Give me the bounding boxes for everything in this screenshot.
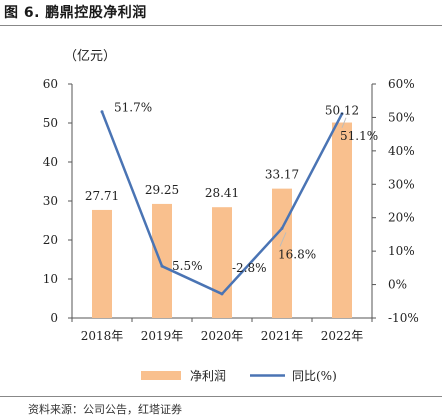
label-leader-line [279, 232, 287, 247]
bar-2022年 [332, 122, 352, 318]
y-left-tick-label: 20 [43, 233, 58, 247]
y-right-tick-label: 60% [388, 77, 415, 91]
y-right-tick-label: 20% [388, 211, 415, 225]
y-right-tick-label: 30% [388, 177, 415, 191]
x-tick-label: 2019年 [141, 329, 184, 343]
y-right-tick-label: 40% [388, 144, 415, 158]
bar-value-label: 29.25 [145, 183, 179, 197]
legend-line-label: 同比(%) [292, 369, 337, 383]
legend-bar-label: 净利润 [190, 369, 226, 383]
label-leader-line [341, 117, 347, 128]
line-value-label: -2.8% [232, 261, 267, 275]
line-value-label: 16.8% [278, 247, 316, 261]
yoy-point-2019年 [160, 264, 164, 268]
combo-chart: （亿元） 0 10 20 30 40 50 60 -10% 0% 10% 20% 30% 40% 50% 60… [43, 49, 419, 383]
yoy-point-2018年 [100, 110, 104, 114]
bar-2019年 [152, 203, 172, 318]
yoy-point-2021年 [280, 226, 284, 230]
y-left-tick-label: 30 [43, 194, 58, 208]
bar-value-label: 33.17 [265, 168, 299, 182]
bar-2020年 [212, 207, 232, 318]
y-right-tick-label: 50% [388, 110, 415, 124]
legend-bar-swatch [141, 371, 181, 380]
yoy-point-2022年 [340, 112, 344, 116]
y-left-tick-label: 60 [43, 77, 58, 91]
y-right-tick-label: -10% [388, 311, 419, 325]
x-tick-label: 2018年 [81, 329, 124, 343]
title-rule [0, 25, 442, 26]
figure-title: 图 6. 鹏鼎控股净利润 [4, 5, 147, 21]
yoy-point-2020年 [220, 292, 224, 296]
bar-value-label: 50.12 [325, 104, 359, 118]
line-value-label: 51.7% [114, 101, 152, 115]
y-right-tick-label: 10% [388, 244, 415, 258]
x-tick-label: 2020年 [201, 329, 244, 343]
bar-value-label: 28.41 [205, 186, 239, 200]
source-rule [0, 396, 442, 397]
line-value-label: 5.5% [172, 259, 203, 273]
y-right-tick-label: 0% [388, 278, 407, 292]
y-unit-label: （亿元） [64, 49, 116, 64]
x-tick-label: 2022年 [321, 329, 364, 343]
bar-2018年 [92, 209, 112, 318]
source-note: 资料来源：公司公告，红塔证券 [28, 403, 182, 416]
line-value-label: 51.1% [340, 129, 378, 143]
bar-value-label: 27.71 [85, 189, 119, 203]
x-tick-label: 2021年 [261, 329, 304, 343]
y-left-tick-label: 50 [43, 116, 58, 130]
y-left-tick-label: 10 [43, 272, 58, 286]
y-left-tick-label: 0 [50, 311, 58, 325]
y-left-tick-label: 40 [43, 155, 58, 169]
